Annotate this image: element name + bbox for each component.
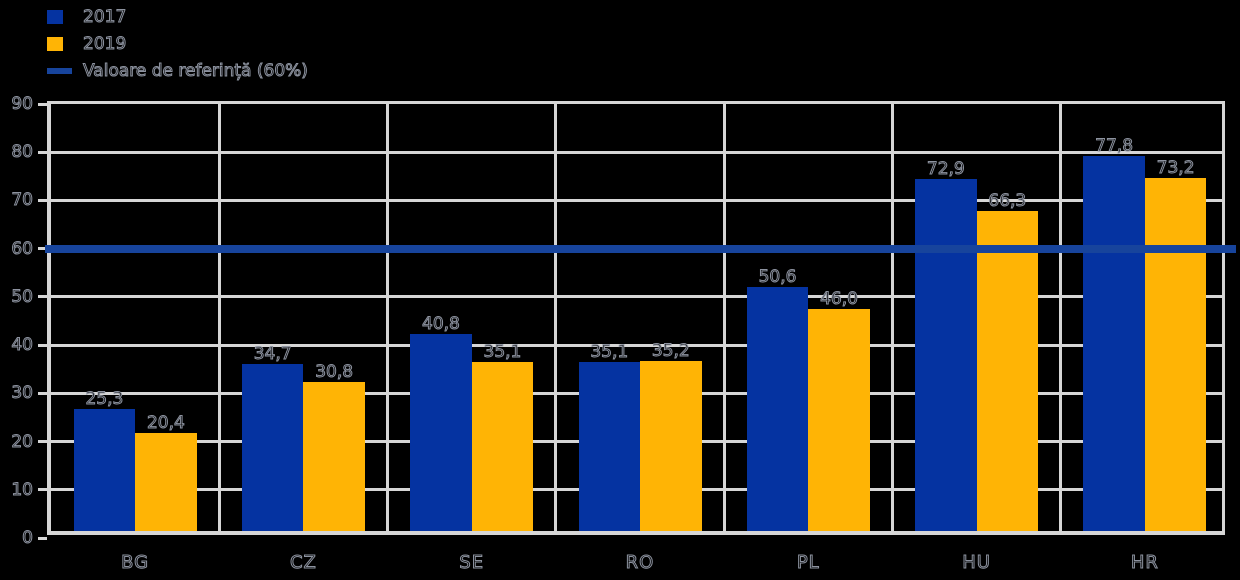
value-label-2017-CZ: 34,7 <box>253 343 292 364</box>
ytick-label-80: 80 <box>11 142 34 163</box>
xtick-label-PL: PL <box>796 552 820 574</box>
legend-label-2019: 2019 <box>82 33 127 54</box>
bar-2017-HU <box>915 179 977 531</box>
legend-item-reference: Valoare de referință (60%) <box>47 57 308 84</box>
reference-line-60 <box>45 244 1236 253</box>
legend-item-2019: 2019 <box>47 30 308 57</box>
ytick-50 <box>38 295 47 299</box>
xtick-label-HR: HR <box>1130 552 1159 574</box>
ytick-label-0: 0 <box>22 528 34 549</box>
ytick-label-10: 10 <box>11 479 34 500</box>
bar-2019-HR <box>1144 178 1207 531</box>
gridline-y-80 <box>51 150 1222 154</box>
gridline-y-40 <box>51 343 1222 347</box>
ytick-20 <box>38 440 47 444</box>
bar-2017-SE <box>410 334 472 531</box>
bar-2017-RO <box>578 361 640 531</box>
xtick-label-SE: SE <box>459 552 485 574</box>
plot-area: 0 10 20 30 40 50 60 70 80 90 25,3 20,4 BG 34,7 30,8 CZ 4… <box>11 94 1236 574</box>
value-label-2017-SE: 40,8 <box>422 314 461 335</box>
bar-2017-BG <box>73 409 136 531</box>
bar-2019-RO <box>640 361 702 531</box>
value-label-2017-HR: 77,8 <box>1095 135 1134 156</box>
legend-label-2017: 2017 <box>82 6 127 27</box>
value-label-2019-HR: 73,2 <box>1156 158 1195 179</box>
ytick-label-90: 90 <box>11 94 34 115</box>
bar-2019-HU <box>976 211 1039 531</box>
xtick-label-RO: RO <box>625 552 655 574</box>
xtick-label-HU: HU <box>962 552 991 574</box>
value-label-2019-BG: 20,4 <box>146 412 185 433</box>
value-label-2019-PL: 46,0 <box>820 289 859 310</box>
gridline-x-6 <box>1059 104 1063 531</box>
legend-swatch-2019 <box>47 36 63 51</box>
bar-2017-CZ <box>241 363 304 531</box>
ytick-label-70: 70 <box>11 190 34 211</box>
bar-2019-CZ <box>303 382 365 531</box>
ytick-60 <box>38 247 47 251</box>
legend-item-2017: 2017 <box>47 3 308 30</box>
ytick-90 <box>38 102 47 106</box>
legend-swatch-2017 <box>47 9 63 24</box>
ytick-label-40: 40 <box>11 335 34 356</box>
ytick-label-60: 60 <box>11 238 34 259</box>
bar-2019-SE <box>471 361 534 531</box>
value-label-2017-RO: 35,1 <box>590 341 629 362</box>
ytick-label-20: 20 <box>11 431 34 452</box>
value-label-2019-RO: 35,2 <box>651 341 690 362</box>
value-label-2017-HU: 72,9 <box>926 159 965 180</box>
xtick-label-CZ: CZ <box>289 552 317 574</box>
gridline-x-3 <box>554 104 558 531</box>
value-label-2019-HU: 66,3 <box>988 191 1027 212</box>
gridline-x-2 <box>386 104 390 531</box>
ytick-80 <box>38 150 47 154</box>
ytick-0 <box>38 536 47 540</box>
gridline-y-70 <box>51 198 1222 202</box>
ytick-40 <box>38 343 47 347</box>
bar-2017-PL <box>746 287 809 531</box>
ytick-30 <box>38 391 47 395</box>
ytick-10 <box>38 488 47 492</box>
value-label-2017-BG: 25,3 <box>85 388 124 409</box>
bar-2019-BG <box>135 432 197 531</box>
ytick-label-30: 30 <box>11 383 34 404</box>
legend-label-reference: Valoare de referință (60%) <box>83 60 309 81</box>
gridline-x-5 <box>890 104 894 531</box>
bar-2019-PL <box>808 309 870 531</box>
ytick-label-50: 50 <box>11 286 34 307</box>
legend-swatch-reference-line <box>47 67 72 74</box>
gridline-y-50 <box>51 295 1222 299</box>
legend: 2017 2019 Valoare de referință (60%) <box>47 3 308 84</box>
bar-2017-HR <box>1083 155 1145 531</box>
value-label-2019-SE: 35,1 <box>483 341 522 362</box>
value-label-2019-CZ: 30,8 <box>315 362 354 383</box>
gridline-x-1 <box>217 104 221 531</box>
gridline-x-4 <box>722 104 726 531</box>
value-label-2017-PL: 50,6 <box>758 266 797 287</box>
ytick-70 <box>38 198 47 202</box>
xtick-label-BG: BG <box>121 552 150 574</box>
